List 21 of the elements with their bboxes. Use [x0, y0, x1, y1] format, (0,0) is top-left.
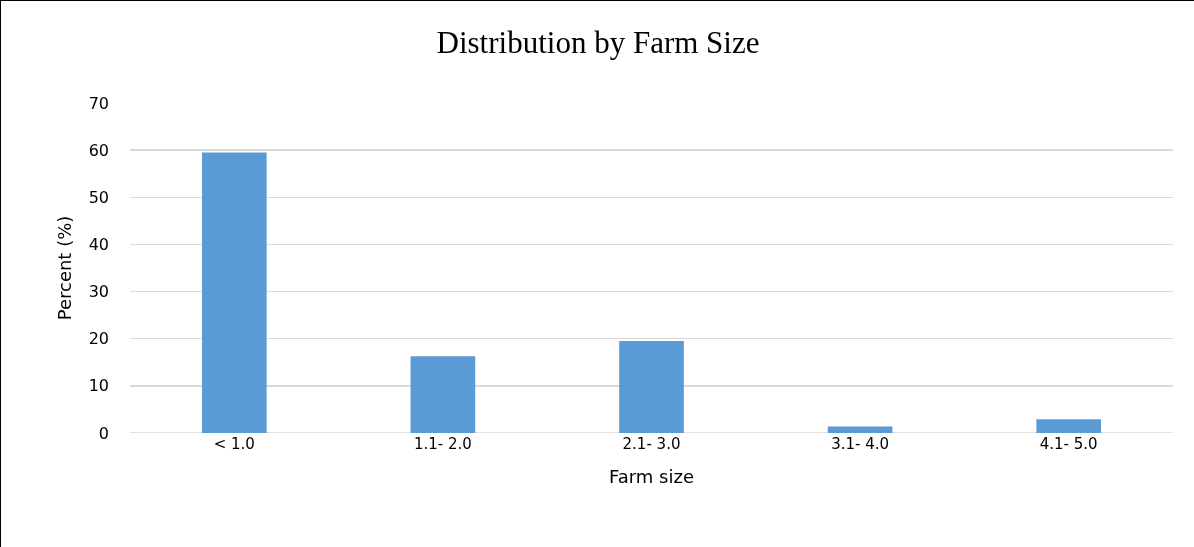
y-tick-label: 70 [88, 93, 109, 113]
bar [1036, 419, 1102, 433]
x-tick-label: < 1.0 [213, 435, 255, 453]
y-tick-label: 30 [88, 282, 109, 302]
y-tick-label: 60 [88, 140, 109, 160]
bar [410, 356, 476, 433]
chart-title: Distribution by Farm Size [436, 24, 760, 60]
x-tick-label: 1.1- 2.0 [413, 435, 472, 453]
y-tick-label: 50 [88, 187, 109, 207]
bar [827, 426, 893, 433]
x-tick-label: 2.1- 3.0 [622, 435, 681, 453]
y-tick-label: 40 [88, 235, 109, 255]
x-tick-label: 3.1- 4.0 [831, 435, 890, 453]
bar [619, 341, 684, 433]
y-tick-label: 0 [98, 423, 109, 443]
bar [201, 152, 267, 433]
y-tick-label: 20 [88, 329, 109, 349]
x-tick-label: 4.1- 5.0 [1039, 435, 1098, 453]
y-tick-label: 10 [88, 376, 109, 396]
x-axis-title: Farm size [609, 466, 694, 488]
y-axis-title: Percent (%) [53, 215, 75, 321]
